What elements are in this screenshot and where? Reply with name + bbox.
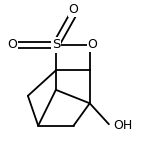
Text: O: O — [69, 3, 78, 16]
Text: S: S — [52, 38, 60, 51]
Text: OH: OH — [113, 119, 133, 132]
Text: O: O — [88, 38, 98, 51]
Text: O: O — [7, 38, 17, 51]
